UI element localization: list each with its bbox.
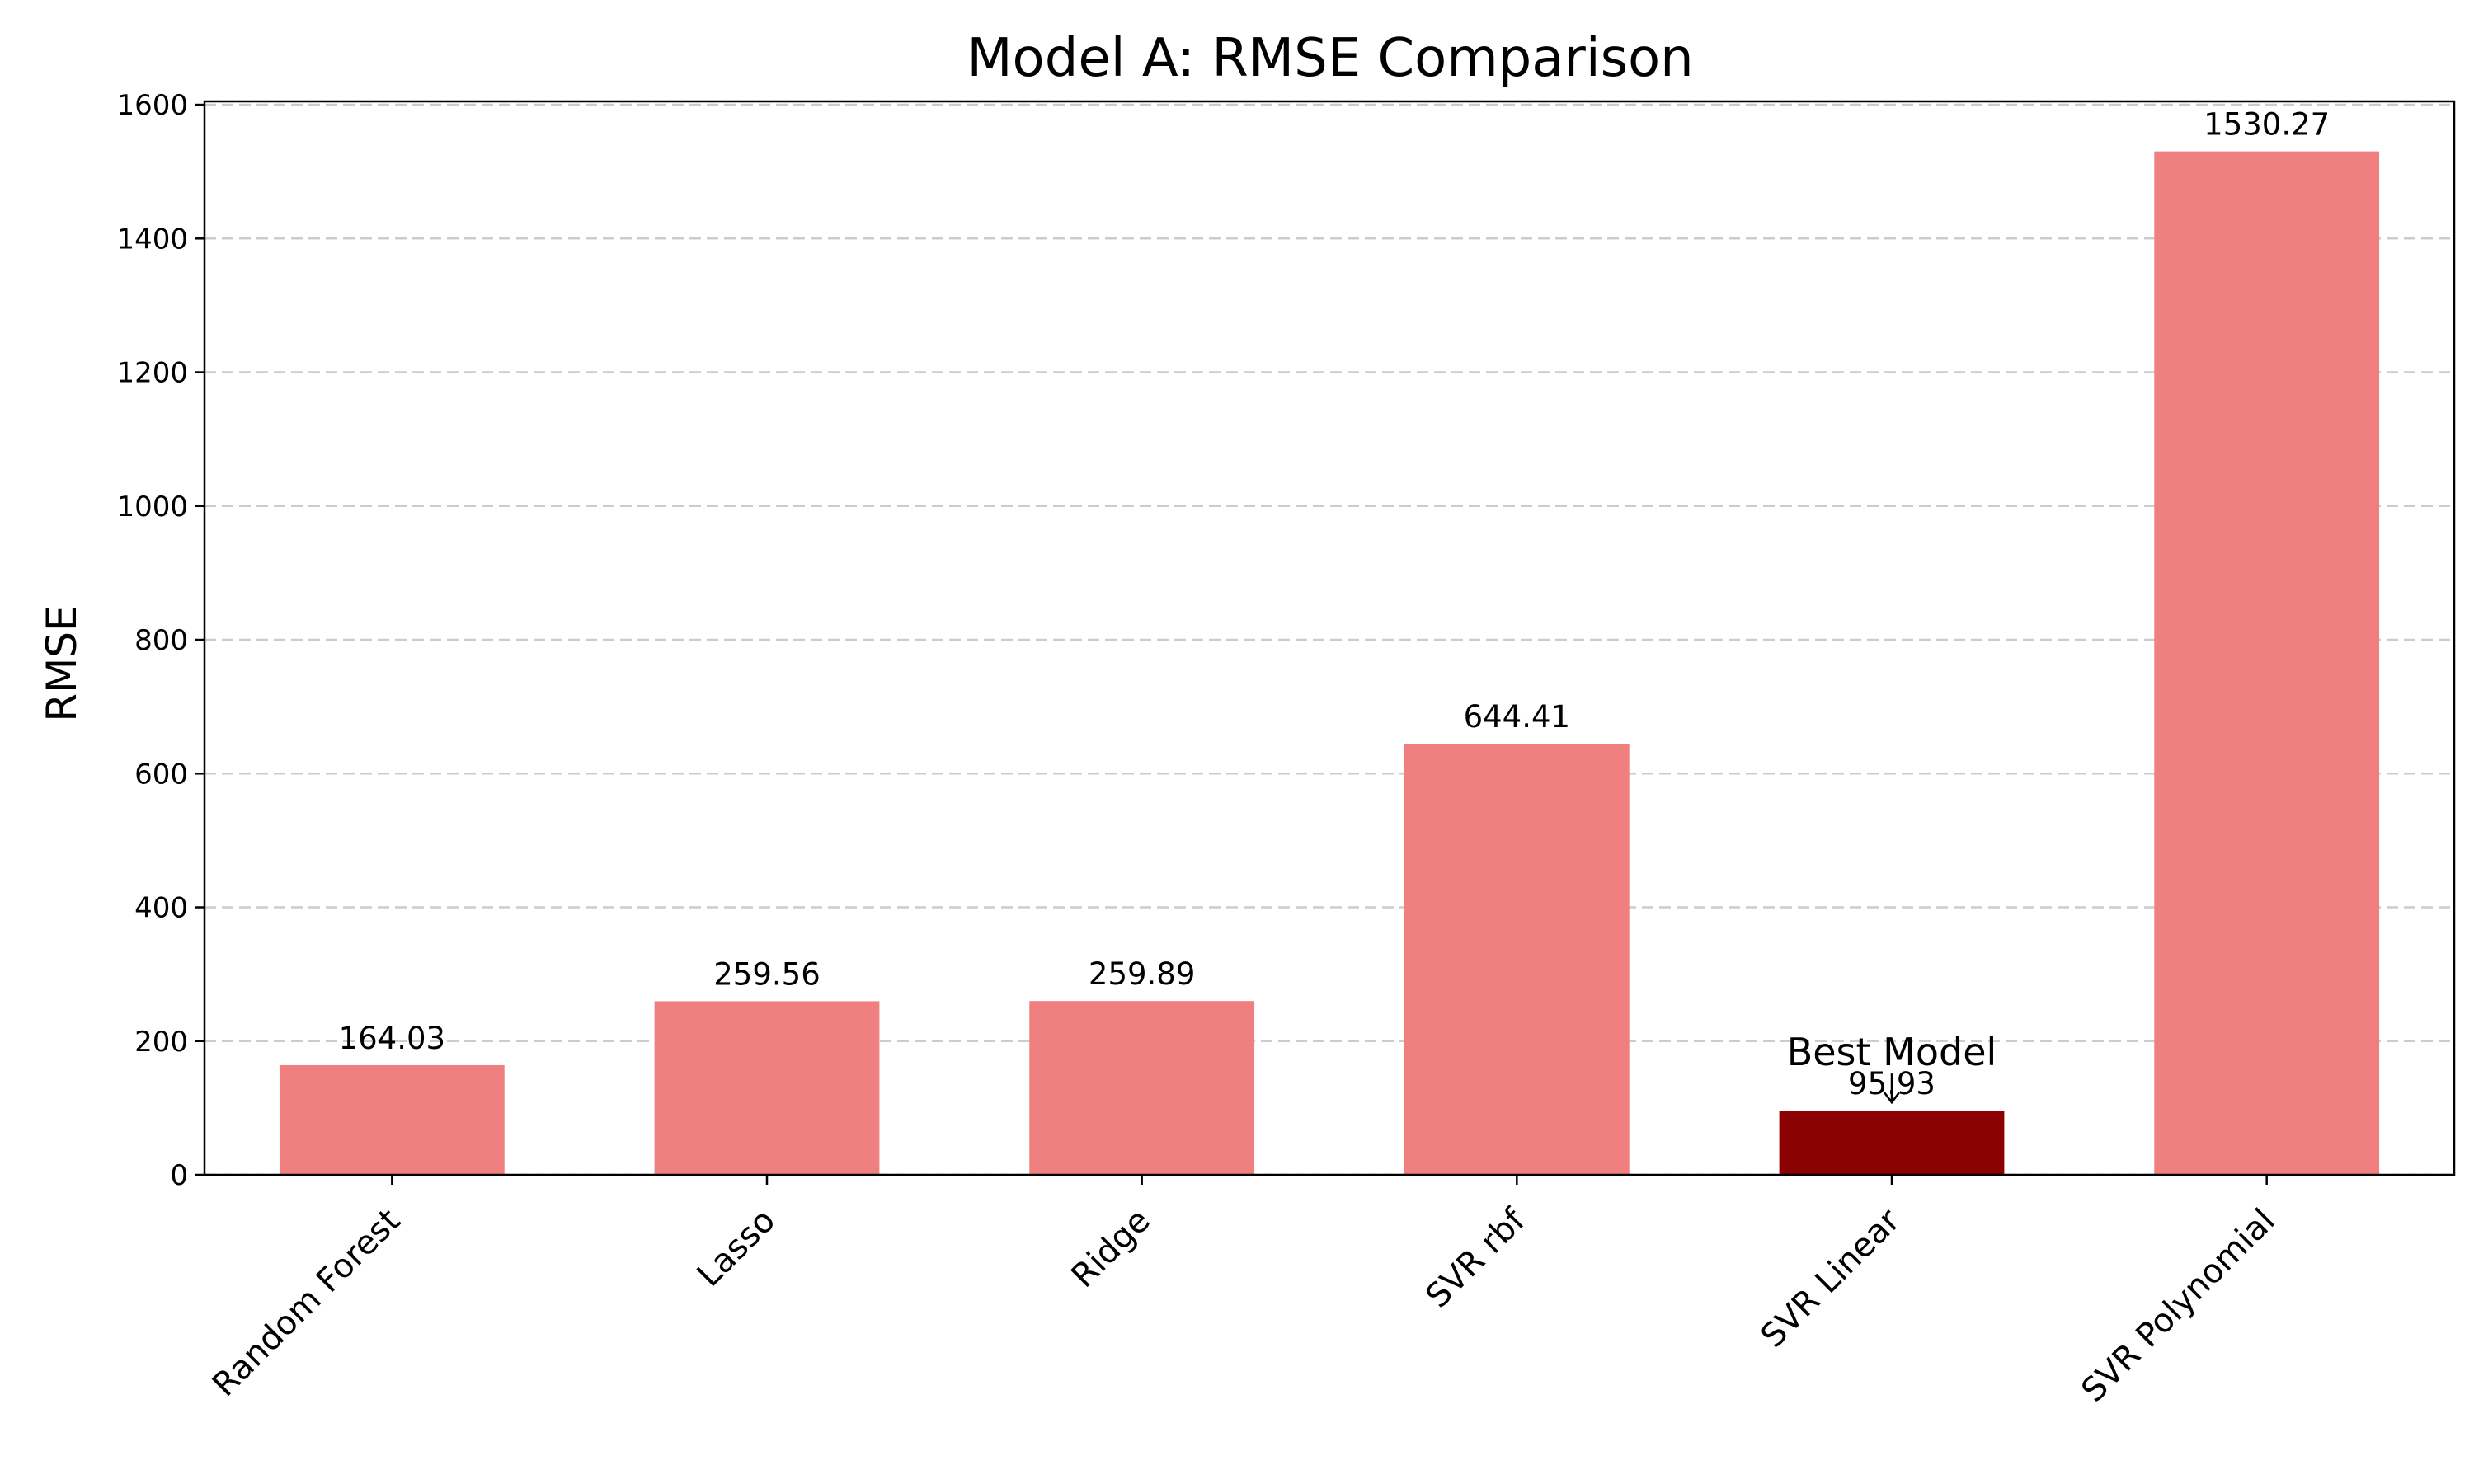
y-tick-label: 600 <box>134 758 188 791</box>
y-tick-label: 200 <box>134 1026 188 1059</box>
y-tick-label: 1600 <box>116 89 188 122</box>
x-tick-label: SVR Polynomial <box>2074 1202 2282 1410</box>
bar-value-label: 644.41 <box>1464 699 1570 735</box>
x-tick-label: Random Forest <box>205 1202 407 1404</box>
x-axis-ticks: Random Forest Lasso Ridge SVR rbf SVR Linear… <box>205 1175 2283 1410</box>
x-tick-label: Ridge <box>1064 1202 1157 1295</box>
chart-title: Model A: RMSE Comparison <box>967 28 1693 89</box>
bar-value-label: 259.56 <box>713 956 820 992</box>
y-tick-label: 800 <box>134 624 188 657</box>
y-axis-label: RMSE <box>38 605 86 721</box>
bars <box>279 151 2380 1176</box>
bar <box>1779 1111 2005 1175</box>
bar-value-label: 1530.27 <box>2204 107 2330 143</box>
bar-value-label: 259.89 <box>1089 956 1195 992</box>
plot-frame <box>203 100 2456 1176</box>
x-tick-label: SVR rbf <box>1418 1201 1533 1316</box>
y-axis-ticks: 0 200 400 600 800 1000 1200 1400 1600 <box>116 89 205 1192</box>
bar <box>654 1001 880 1175</box>
bar <box>1404 744 1630 1175</box>
bar-value-label: 164.03 <box>339 1021 445 1056</box>
x-tick-label: SVR Linear <box>1754 1201 1908 1355</box>
y-tick-label: 1400 <box>116 223 188 256</box>
bar <box>2154 151 2380 1176</box>
y-tick-label: 0 <box>170 1159 188 1192</box>
x-tick-label: Lasso <box>690 1202 783 1294</box>
y-tick-label: 1200 <box>116 357 188 390</box>
y-tick-label: 1000 <box>116 491 188 524</box>
best-model-annotation: Best Model <box>1787 1030 1997 1105</box>
y-tick-label: 400 <box>134 892 188 925</box>
bar <box>1029 1001 1255 1175</box>
bar <box>279 1064 505 1175</box>
annotation-arrow-icon <box>1884 1073 1900 1105</box>
annotation-text: Best Model <box>1787 1030 1997 1074</box>
y-grid-lines <box>205 103 2454 1176</box>
